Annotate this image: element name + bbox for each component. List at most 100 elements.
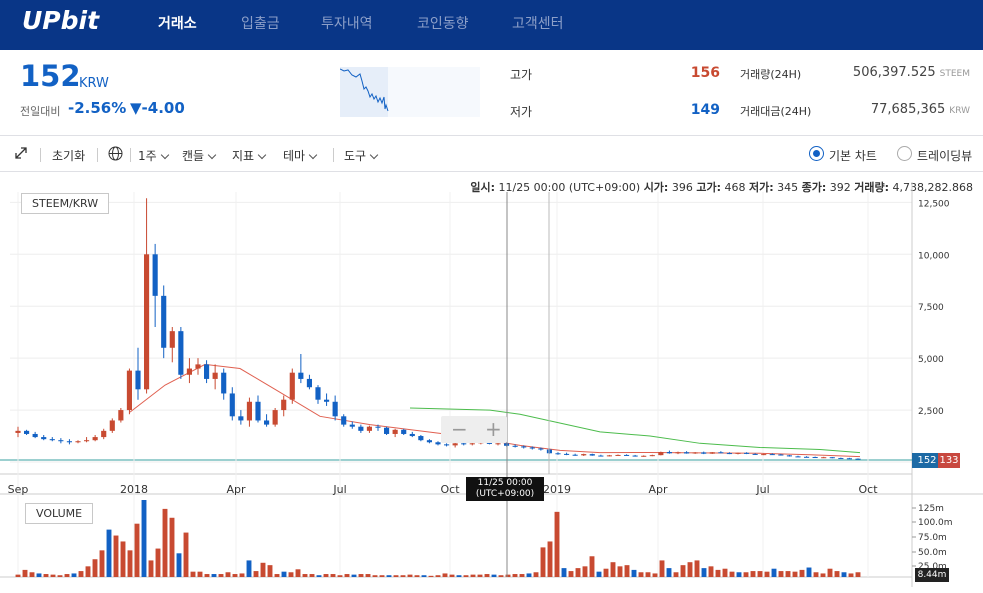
candle-dropdown[interactable]: 캔들 <box>182 147 217 164</box>
volume-bar <box>624 565 630 577</box>
volume-bar <box>337 575 343 577</box>
toolbar-divider <box>333 148 334 162</box>
nav-coin-trends[interactable]: 코인동향 <box>417 16 469 32</box>
volume-bar <box>274 574 280 577</box>
price-chart-area[interactable]: 일시: 11/25 00:00 (UTC+09:00) 시가: 396 고가: … <box>0 172 983 593</box>
zoom-control: − + <box>441 416 507 443</box>
candle-body <box>24 430 30 434</box>
volume-bar <box>554 511 560 577</box>
crosshair <box>506 192 550 577</box>
volume-bar <box>428 575 434 577</box>
volume-bar <box>22 569 28 577</box>
low-value: 149 <box>690 102 720 118</box>
volume-bar <box>463 575 469 577</box>
period-dropdown[interactable]: 1주 <box>138 147 169 164</box>
volume-bar <box>589 556 595 577</box>
candle-body <box>264 420 270 425</box>
upbit-logo[interactable]: UPbit <box>22 6 100 35</box>
nav-exchange[interactable]: 거래소 <box>158 16 197 32</box>
candle-body <box>512 445 518 447</box>
candle-body <box>795 456 801 458</box>
x-tick-label: Sep <box>8 483 29 496</box>
candle-body <box>804 456 810 458</box>
volume-bar <box>701 568 707 577</box>
basic-chart-label[interactable]: 기본 차트 <box>829 149 877 163</box>
tradingview-label[interactable]: 트레이딩뷰 <box>917 149 973 163</box>
volume-bar <box>610 562 616 577</box>
volume-bar <box>792 571 798 577</box>
volume-bar <box>442 573 448 577</box>
x-tick-label: 2019 <box>543 483 571 496</box>
candle-body <box>521 446 527 448</box>
volume-bar <box>71 573 77 577</box>
volume-bar <box>316 575 322 577</box>
volume-bar <box>204 574 210 577</box>
mini-price-chart <box>339 67 480 117</box>
x-tick-label: Jul <box>755 483 769 496</box>
volume-bar <box>155 548 161 577</box>
y-tick-label: 5,000 <box>918 355 944 365</box>
reset-button[interactable]: 초기화 <box>52 149 86 163</box>
volume-unit: STEEM <box>939 69 970 79</box>
volume-bar <box>358 574 364 577</box>
volume-bar <box>526 573 532 577</box>
candle-body <box>718 452 724 454</box>
volume-bar <box>211 574 217 577</box>
candle-body <box>204 364 210 379</box>
volume-bar <box>176 553 182 577</box>
tools-dropdown[interactable]: 도구 <box>344 147 379 164</box>
volume-bar <box>855 572 861 577</box>
basic-chart-radio[interactable] <box>809 146 824 161</box>
indicator-dropdown[interactable]: 지표 <box>232 147 267 164</box>
high-label: 고가 <box>510 68 533 82</box>
volume-bar <box>582 566 588 577</box>
candle-body <box>161 295 167 348</box>
tradingview-radio[interactable] <box>897 146 912 161</box>
volume-bar <box>505 574 511 577</box>
volume-bar <box>15 574 21 577</box>
globe-icon[interactable] <box>108 146 123 164</box>
candle-body <box>101 430 107 438</box>
candle-body <box>838 458 844 460</box>
expand-icon[interactable] <box>14 146 28 163</box>
theme-dropdown[interactable]: 테마 <box>283 147 318 164</box>
volume-bar <box>260 562 266 577</box>
volume-label: 거래량(24H) <box>740 68 802 81</box>
zoom-in-icon[interactable]: + <box>485 417 502 441</box>
candle-body <box>401 429 407 434</box>
chevron-down-icon <box>308 150 318 160</box>
volume-bar <box>372 575 378 577</box>
volume-bar <box>687 562 693 577</box>
zoom-out-icon[interactable]: − <box>451 417 468 441</box>
volume-bar <box>645 572 651 577</box>
y-tick-label: 10,000 <box>918 251 950 261</box>
period-label: 1주 <box>138 149 157 163</box>
candle-body <box>564 453 570 455</box>
nav-customer-center[interactable]: 고객센터 <box>512 16 564 32</box>
volume-bar <box>365 574 371 577</box>
volume-bar <box>218 574 224 577</box>
volume-bar <box>547 541 553 577</box>
volume-bar <box>750 571 756 577</box>
volume-bar <box>393 575 399 577</box>
low-label: 저가 <box>510 105 533 119</box>
volume-bar <box>281 571 287 577</box>
value-unit: KRW <box>949 106 970 116</box>
volume-bar <box>533 572 539 577</box>
volume-bar <box>512 574 518 577</box>
volume-bar <box>603 568 609 577</box>
candle-body <box>332 401 338 417</box>
candle-body <box>32 433 38 438</box>
volume-bar <box>295 569 301 577</box>
top-navigation: UPbit 거래소 입출금 투자내역 코인동향 고객센터 <box>0 0 983 50</box>
candle-body <box>632 455 638 457</box>
volume-bar <box>421 575 427 577</box>
candle-body <box>349 424 355 427</box>
candlestick-plot[interactable]: Sep 2018 Apr Jul Oct 2019 Apr Jul Oct 12,500 10,0… <box>0 172 983 593</box>
nav-investments[interactable]: 투자내역 <box>321 16 373 32</box>
candle-body <box>358 426 364 431</box>
volume-bar <box>288 572 294 577</box>
nav-deposit-withdraw[interactable]: 입출금 <box>241 16 280 32</box>
volume-bar <box>813 572 819 577</box>
volume-bar <box>820 573 826 577</box>
